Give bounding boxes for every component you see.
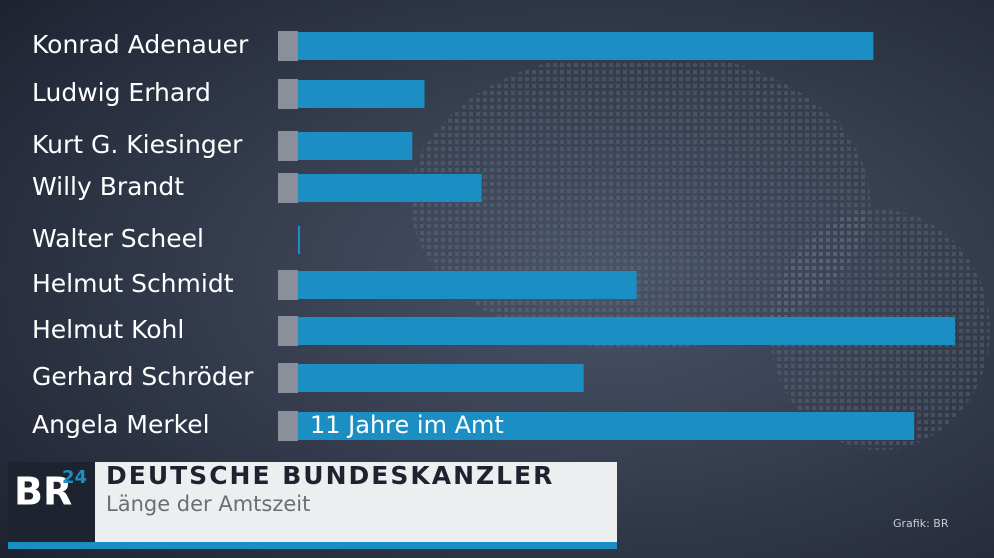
bar <box>298 174 482 202</box>
portrait <box>278 316 298 346</box>
portrait <box>278 131 298 161</box>
logo-box <box>8 462 95 542</box>
bar <box>298 32 874 60</box>
category-label: Angela Merkel <box>32 410 210 439</box>
annotation: 11 Jahre im Amt <box>310 411 504 439</box>
portrait <box>278 363 298 393</box>
bar <box>298 132 413 160</box>
source: Grafik: BR <box>893 517 949 530</box>
category-label: Gerhard Schröder <box>32 362 254 391</box>
title: DEUTSCHE BUNDESKANZLER <box>106 461 554 490</box>
category-label: Kurt G. Kiesinger <box>32 130 243 159</box>
category-label: Willy Brandt <box>32 172 184 201</box>
category-label: Helmut Schmidt <box>32 269 234 298</box>
portrait <box>278 270 298 300</box>
category-label: Walter Scheel <box>32 224 204 253</box>
title-box <box>95 462 617 542</box>
portrait <box>278 79 298 109</box>
category-label: Helmut Kohl <box>32 315 184 344</box>
portrait <box>278 411 298 441</box>
category-label: Konrad Adenauer <box>32 30 249 59</box>
bar <box>298 271 637 299</box>
portrait <box>278 31 298 61</box>
logo-sup: 24 <box>62 467 87 488</box>
logo-text: BR <box>14 470 72 514</box>
rows: Konrad Adenauer Ludwig Erhard Kurt G. Kies… <box>32 30 955 441</box>
accent-strip <box>8 542 617 549</box>
portrait <box>278 173 298 203</box>
subtitle: Länge der Amtszeit <box>106 492 310 516</box>
category-label: Ludwig Erhard <box>32 78 211 107</box>
bar <box>298 364 584 392</box>
bar <box>298 317 955 345</box>
bar <box>298 226 301 254</box>
bar <box>298 412 915 440</box>
bar <box>298 80 425 108</box>
